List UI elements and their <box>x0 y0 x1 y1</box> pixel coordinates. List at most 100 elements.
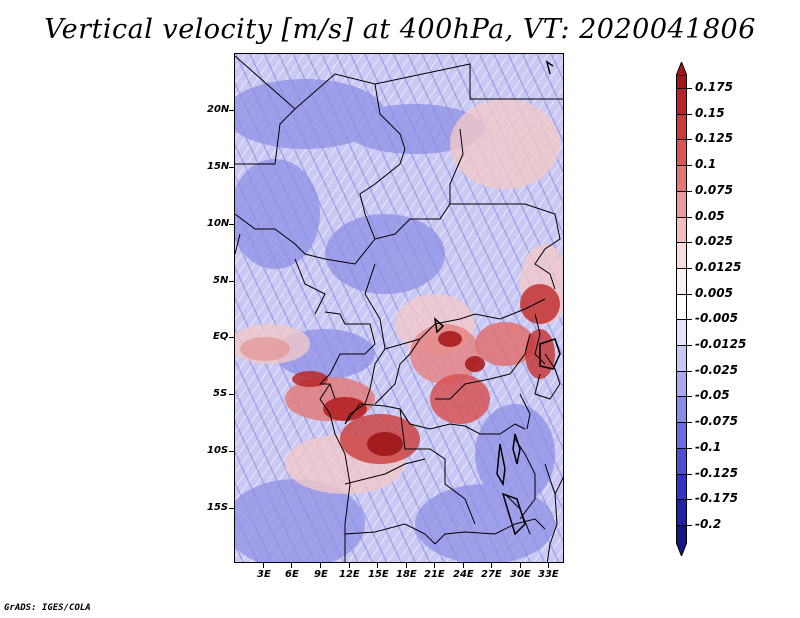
colorbar-segment <box>676 216 687 244</box>
colorbar-label: -0.1 <box>695 439 722 454</box>
colorbar-segment <box>676 293 687 321</box>
lat-tick-10n <box>229 224 234 225</box>
colorbar-segment <box>676 422 687 449</box>
lat-tick-5n <box>229 281 234 282</box>
lat-label: 15S <box>207 502 229 513</box>
lat-tick-15s <box>229 508 234 509</box>
lon-tick-30e <box>520 563 521 568</box>
colorbar-label: -0.2 <box>695 516 722 531</box>
colorbar-label: -0.175 <box>695 491 738 506</box>
lon-label: 27E <box>481 569 502 580</box>
colorbar-segment <box>676 473 687 501</box>
colorbar-segment <box>676 524 687 543</box>
colorbar-tick <box>687 139 692 141</box>
colorbar-segment <box>676 113 687 141</box>
lon-label: 18E <box>396 569 417 580</box>
lat-tick-20n <box>229 110 234 111</box>
colorbar-tick <box>687 165 692 167</box>
colorbar-segment <box>676 267 687 295</box>
colorbar-label: 0.175 <box>695 80 733 94</box>
lat-label: 10N <box>207 218 230 229</box>
colorbar-label: 0.005 <box>695 285 733 300</box>
lon-label: 21E <box>424 569 445 580</box>
lon-label: 15E <box>368 569 389 580</box>
descent-regions <box>235 79 555 562</box>
velocity-field <box>235 54 563 562</box>
lon-label: 12E <box>339 569 360 580</box>
lon-tick-15e <box>377 563 378 568</box>
lat-label: 15N <box>207 161 230 172</box>
country-boundaries <box>235 55 563 562</box>
lon-tick-27e <box>491 563 492 568</box>
colorbar-label: 0.1 <box>695 157 717 172</box>
lon-tick-33e <box>548 563 549 568</box>
colorbar-tick <box>687 319 692 321</box>
colorbar-bottom-arrow <box>676 542 687 556</box>
lon-tick-21e <box>434 563 435 568</box>
colorbar-tick <box>687 345 692 346</box>
lon-tick-3e <box>263 563 264 568</box>
lon-label: 33E <box>538 569 559 580</box>
lon-label: 9E <box>314 569 328 580</box>
lat-label: 5S <box>213 388 228 399</box>
colorbar-segment <box>676 499 687 526</box>
colorbar-segment <box>676 76 687 89</box>
colorbar-tick <box>687 370 692 372</box>
colorbar-segment <box>676 319 687 346</box>
lake-outlines <box>433 60 561 536</box>
colorbar-tick <box>687 113 692 115</box>
colorbar-segment <box>676 396 687 424</box>
lon-label: 30E <box>510 569 531 580</box>
colorbar-label: 0.05 <box>695 208 725 223</box>
lat-label: 20N <box>207 104 230 115</box>
colorbar-tick <box>687 216 692 218</box>
colorbar-tick <box>687 396 692 398</box>
colorbar-tick <box>687 524 692 526</box>
colorbar-segment <box>676 190 687 218</box>
colorbar-segment <box>676 139 687 167</box>
lat-tick-15n <box>229 167 234 168</box>
lat-tick-eq <box>229 337 234 338</box>
colorbar-tick <box>687 242 692 244</box>
ascent-regions <box>240 284 560 464</box>
colorbar-segment <box>676 165 687 192</box>
colorbar-tick <box>687 190 692 192</box>
lon-tick-6e <box>291 563 292 568</box>
colorbar-label: -0.125 <box>695 465 738 480</box>
colorbar-label: -0.0125 <box>695 337 747 351</box>
colorbar-tick <box>687 499 692 501</box>
lat-label: 5N <box>213 275 229 286</box>
colorbar-segment <box>676 345 687 372</box>
lon-tick-12e <box>349 563 350 568</box>
colorbar-label: -0.025 <box>695 362 738 377</box>
lon-tick-18e <box>406 563 407 568</box>
colorbar-label: -0.05 <box>695 388 730 403</box>
lat-tick-5s <box>229 394 234 395</box>
lon-label: 6E <box>285 569 299 580</box>
colorbar-label: -0.005 <box>695 311 738 326</box>
chart-title: Vertical velocity [m/s] at 400hPa, VT: 2… <box>44 14 756 45</box>
lat-label: 10S <box>207 445 229 456</box>
colorbar-tick <box>687 293 692 295</box>
colorbar-label: 0.15 <box>695 105 725 120</box>
grads-credit: GrADS: IGES/COLA <box>4 603 91 613</box>
lat-tick-10s <box>229 451 234 452</box>
lon-tick-24e <box>463 563 464 568</box>
colorbar-label: 0.125 <box>695 131 733 146</box>
lon-label: 3E <box>257 569 271 580</box>
colorbar-label: -0.075 <box>695 414 738 429</box>
colorbar-segment <box>676 370 687 398</box>
colorbar-tick <box>687 473 692 475</box>
lon-tick-9e <box>320 563 321 568</box>
colorbar-tick <box>687 422 692 424</box>
velocity-map <box>234 53 564 563</box>
colorbar-top-arrow <box>676 62 687 76</box>
colorbar-segment <box>676 447 687 475</box>
colorbar-tick <box>687 267 692 269</box>
lat-label: EQ <box>213 331 229 342</box>
colorbar-label: 0.025 <box>695 234 733 249</box>
colorbar-label: 0.0125 <box>695 259 742 274</box>
colorbar-segment <box>676 88 687 115</box>
colorbar-tick <box>687 88 692 89</box>
colorbar-segment <box>676 242 687 269</box>
